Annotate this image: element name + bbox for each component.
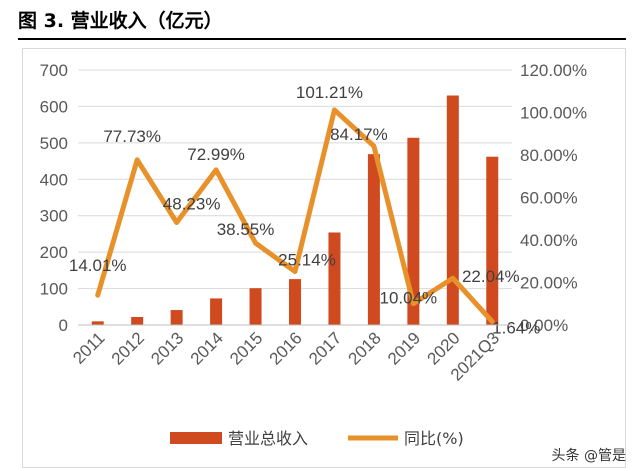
y-right-tick-label: 0.00%: [520, 316, 568, 335]
title-divider: [18, 38, 626, 40]
y-left-tick-label: 100: [40, 280, 68, 299]
y-left-tick-label: 400: [40, 170, 68, 189]
legend-label-yoy: 同比(%): [404, 429, 464, 448]
x-tick-label: 2014: [187, 328, 227, 368]
y-left-tick-label: 200: [40, 243, 68, 262]
legend-swatch-revenue: [170, 432, 222, 444]
figure-title: 图 3. 营业收入（亿元）: [18, 10, 223, 32]
y-left-tick-label: 500: [40, 134, 68, 153]
revenue-bar: [210, 298, 223, 325]
x-tick-label: 2015: [226, 328, 266, 368]
watermark: 头条 @管是: [551, 448, 626, 464]
revenue-bar: [367, 154, 380, 325]
yoy-data-label: 72.99%: [187, 145, 245, 164]
yoy-line: [95, 107, 495, 325]
yoy-data-label: 10.04%: [380, 289, 438, 308]
y-right-tick-label: 80.00%: [520, 146, 578, 165]
revenue-bar: [446, 95, 459, 325]
y-left-tick-label: 600: [40, 97, 68, 116]
legend-label-revenue: 营业总收入: [228, 429, 308, 448]
yoy-data-label: 1.64%: [492, 319, 540, 338]
y-right-tick-label: 120.00%: [520, 61, 587, 80]
revenue-bar: [289, 279, 301, 325]
y-right-tick-label: 60.00%: [520, 189, 578, 208]
revenue-bar: [486, 156, 499, 325]
chart-frame: [22, 48, 626, 468]
yoy-data-label: 101.21%: [296, 83, 363, 102]
revenue-bar: [249, 288, 262, 325]
x-tick-label: 2013: [147, 328, 187, 368]
y-right-tick-label: 100.00%: [520, 104, 587, 123]
yoy-data-label: 14.01%: [69, 256, 127, 275]
yoy-data-label: 38.55%: [217, 220, 275, 239]
x-tick-label: 2012: [108, 328, 148, 368]
y-right-tick-label: 40.00%: [520, 231, 578, 250]
y-left-tick-label: 300: [40, 207, 68, 226]
x-tick-label: 2019: [384, 328, 424, 368]
yoy-data-label: 77.73%: [103, 127, 161, 146]
yoy-data-label: 25.14%: [278, 251, 336, 270]
x-tick-label: 2016: [266, 328, 306, 368]
revenue-bar: [407, 137, 420, 325]
yoy-data-label: 84.17%: [330, 125, 388, 144]
y-left-tick-label: 0: [59, 316, 68, 335]
revenue-bar: [131, 316, 144, 325]
x-tick-label: 2011: [69, 328, 108, 367]
revenue-bar: [328, 232, 341, 325]
yoy-data-label: 22.04%: [462, 267, 520, 286]
revenue-bar: [91, 321, 104, 325]
x-tick-label: 2017: [305, 328, 345, 368]
revenue-bar: [170, 310, 183, 325]
y-right-tick-label: 20.00%: [520, 274, 578, 293]
y-left-tick-label: 700: [40, 61, 68, 80]
x-tick-label: 2018: [345, 328, 385, 368]
yoy-data-label: 48.23%: [163, 195, 221, 214]
